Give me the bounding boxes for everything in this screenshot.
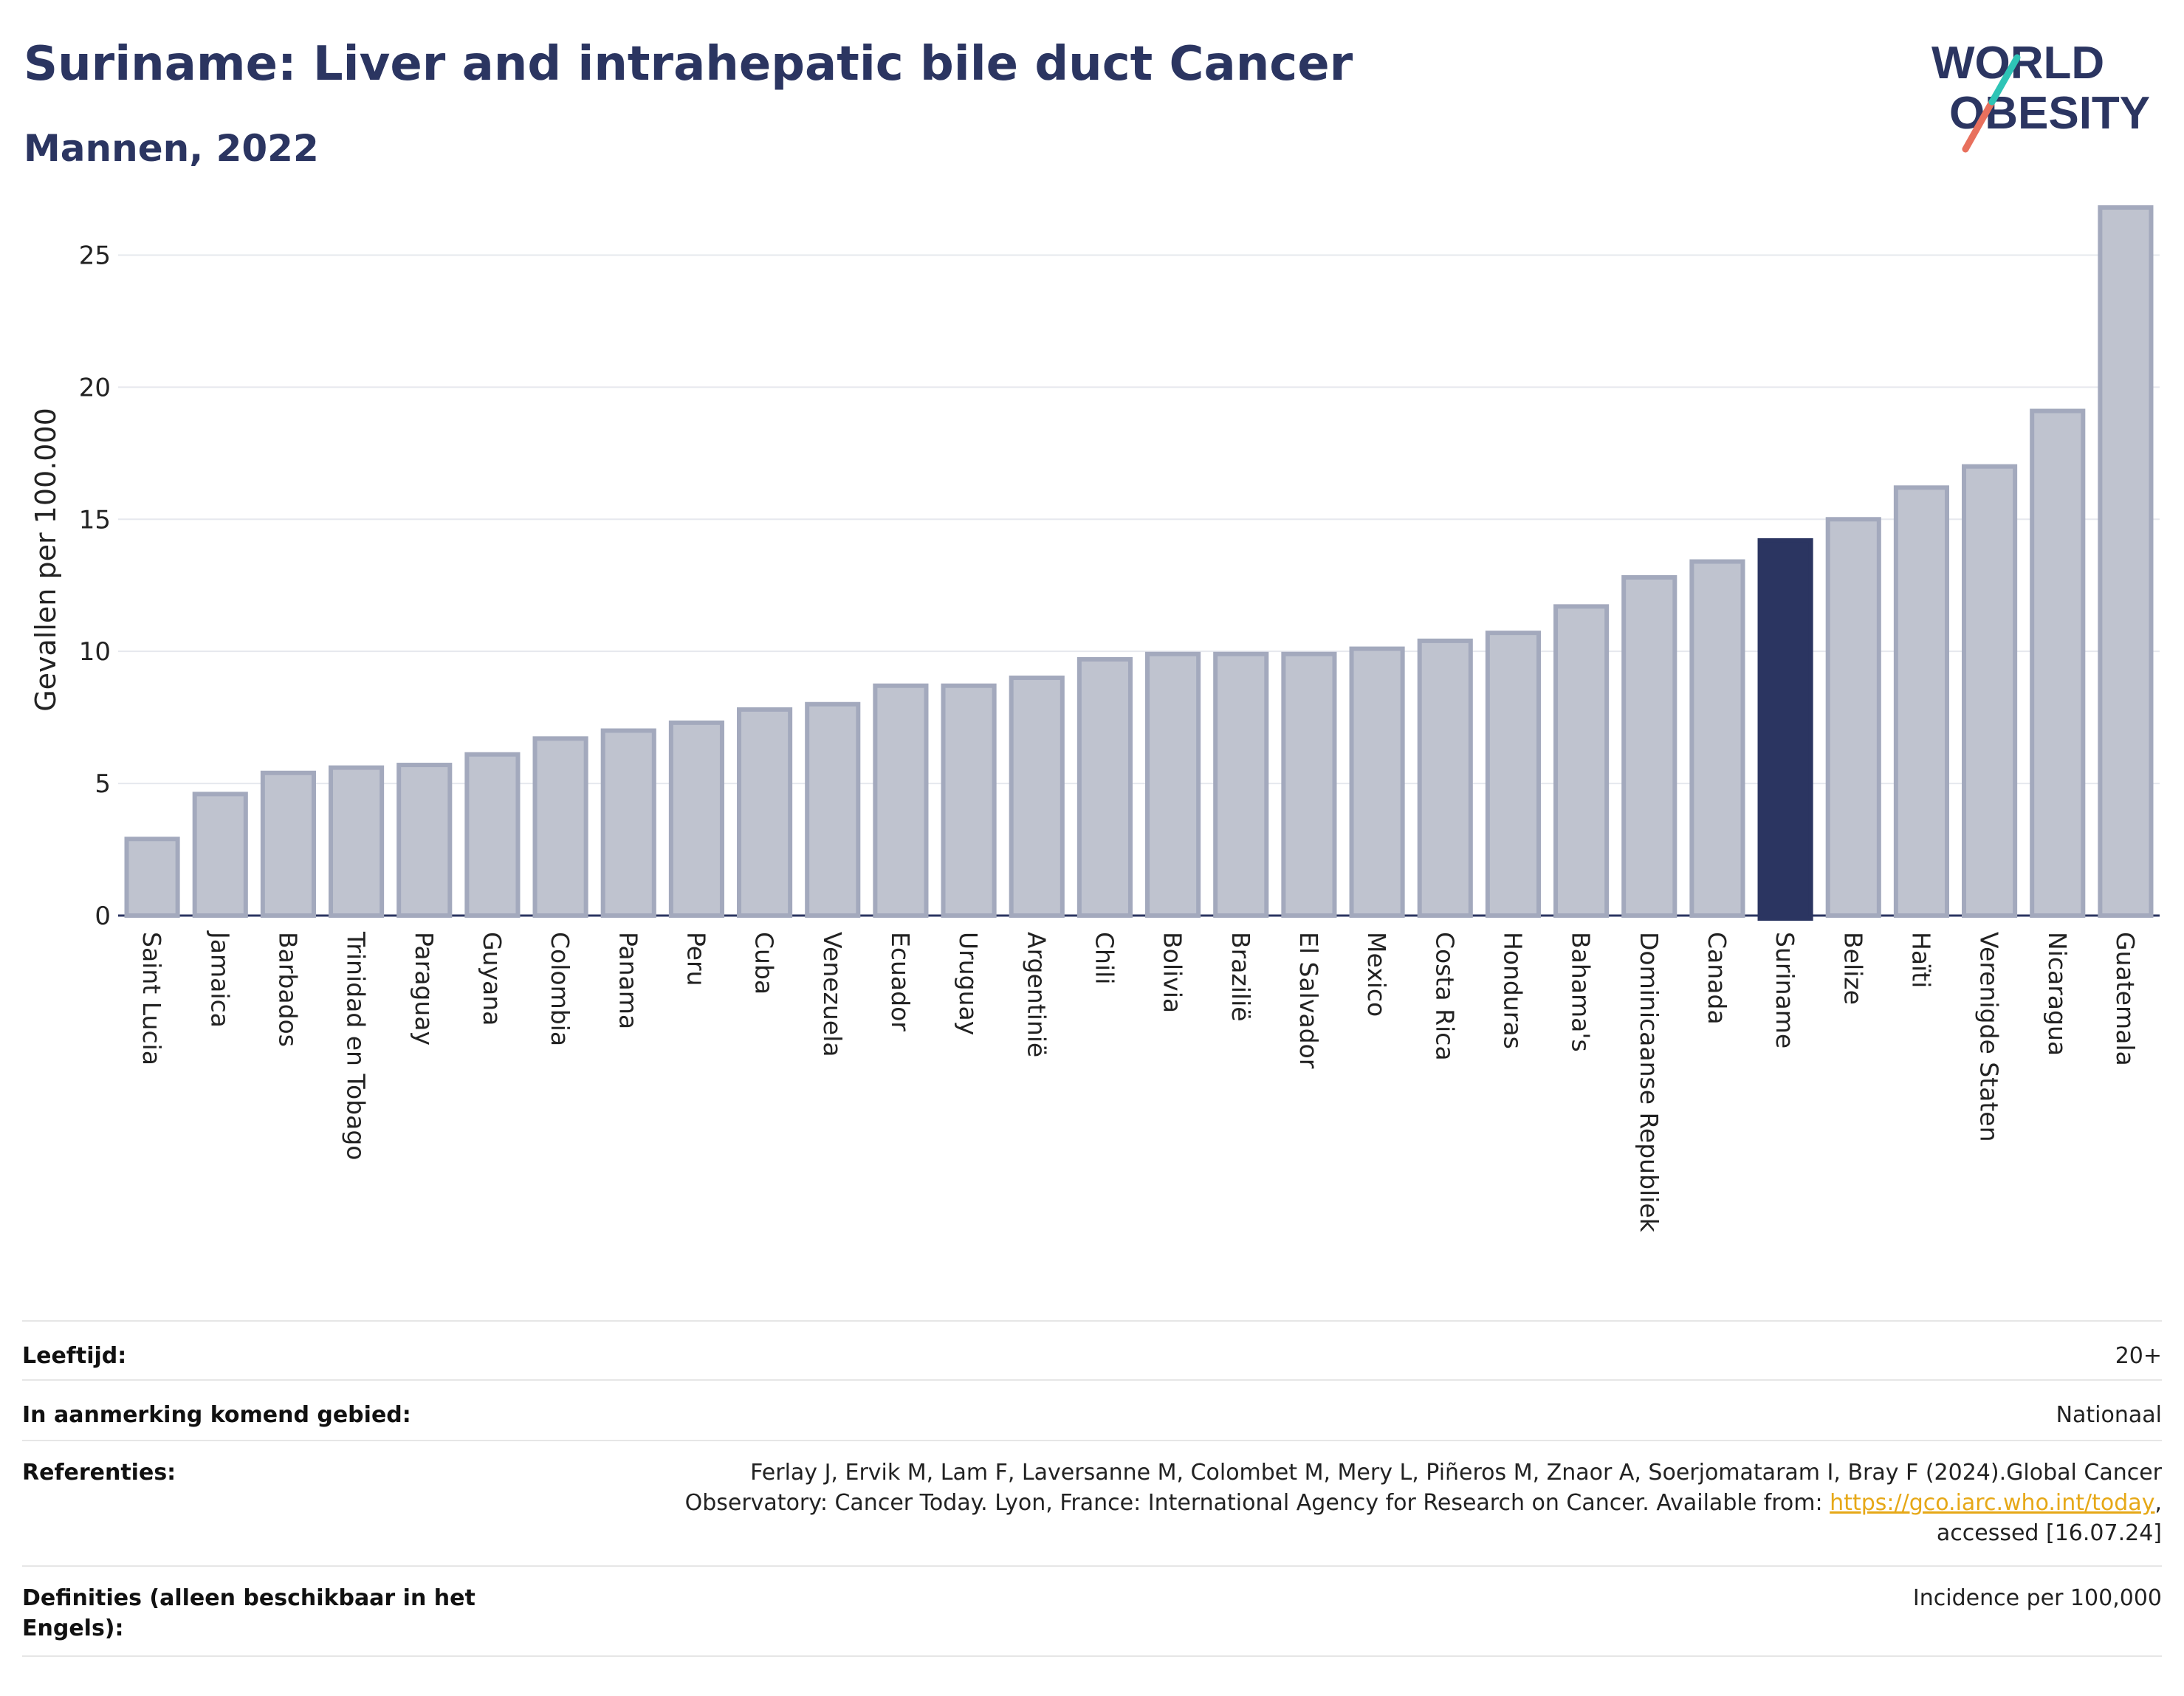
x-tick-label: Saint Lucia <box>137 932 166 1065</box>
x-tick-label: Belize <box>1838 932 1867 1005</box>
bar-suriname[interactable] <box>1757 538 1813 921</box>
x-tick-label: Bahama's <box>1567 932 1596 1052</box>
bar-venezuela[interactable] <box>805 701 861 919</box>
area-value: Nationaal <box>2056 1402 2162 1428</box>
bar-belize[interactable] <box>1825 517 1881 918</box>
x-tick-label: Trinidad en Tobago <box>342 931 371 1161</box>
bar-chart: 0 5 10 15 20 25 Saint Lucia Jamaica Barbados Tri… <box>30 205 2160 1233</box>
x-tick-label: Chili <box>1090 932 1119 984</box>
bar-canada[interactable] <box>1689 559 1745 918</box>
x-tick-label: Costa Rica <box>1430 932 1459 1061</box>
x-tick-label: Suriname <box>1771 932 1799 1048</box>
bar-jamaica[interactable] <box>192 792 248 919</box>
x-tick-label: Guatemala <box>2111 932 2140 1066</box>
area-label: In aanmerking komend gebied: <box>22 1402 411 1428</box>
bar-honduras[interactable] <box>1485 631 1541 918</box>
bar-cuba[interactable] <box>737 707 793 918</box>
y-tick-label: 5 <box>95 769 111 799</box>
logo-line1: WORLD <box>1931 38 2104 89</box>
bar-el-salvador[interactable] <box>1281 651 1337 918</box>
x-tick-label: Haïti <box>1906 932 1935 988</box>
y-tick-label: 20 <box>79 373 111 402</box>
x-tick-label: Honduras <box>1498 932 1527 1049</box>
x-tick-label: El Salvador <box>1294 932 1323 1069</box>
bar-ha-ti[interactable] <box>1893 485 1949 918</box>
references-text: Ferlay J, Ervik M, Lam F, Laversanne M, … <box>684 1460 2162 1516</box>
x-tick-label: Ecuador <box>886 932 915 1031</box>
meta-row-age: Leeftijd: 20+ <box>22 1320 2162 1379</box>
bar-panama[interactable] <box>600 728 656 919</box>
reference-link[interactable]: https://gco.iarc.who.int/today <box>1830 1490 2155 1516</box>
y-tick-label: 25 <box>79 241 111 270</box>
x-tick-label: Argentinië <box>1022 932 1051 1057</box>
bar-argentini-[interactable] <box>1009 675 1065 918</box>
definitions-value: Incidence per 100,000 <box>1912 1585 2162 1611</box>
bar-colombia[interactable] <box>532 736 588 919</box>
y-tick-label: 0 <box>95 902 111 931</box>
x-tick-label: Colombia <box>546 932 574 1046</box>
x-tick-label: Venezuela <box>818 932 847 1057</box>
x-tick-label: Cuba <box>750 932 779 995</box>
bar-paraguay[interactable] <box>396 763 453 918</box>
x-tick-label: Uruguay <box>954 932 983 1035</box>
x-tick-label: Jamaica <box>205 930 234 1028</box>
x-tick-label: Brazilië <box>1226 932 1255 1022</box>
x-tick-label: Canada <box>1703 932 1731 1025</box>
meta-row-definitions: Definities (alleen beschikbaar in het En… <box>22 1565 2162 1657</box>
meta-row-references: Referenties: Ferlay J, Ervik M, Lam F, L… <box>22 1440 2162 1565</box>
bar-brazili-[interactable] <box>1213 651 1269 918</box>
bar-peru[interactable] <box>668 720 724 918</box>
bar-trinidad-en-tobago[interactable] <box>329 765 385 919</box>
x-tick-label: Mexico <box>1362 932 1391 1017</box>
x-tick-label: Panama <box>614 932 642 1029</box>
x-tick-label: Guyana <box>478 932 506 1026</box>
x-tick-label: Barbados <box>273 932 302 1047</box>
bar-nicaragua[interactable] <box>2030 408 2086 918</box>
bar-mexico[interactable] <box>1349 646 1405 918</box>
y-tick-label: 10 <box>79 637 111 667</box>
bar-guyana[interactable] <box>464 752 521 918</box>
age-value: 20+ <box>2115 1343 2162 1369</box>
bar-uruguay[interactable] <box>941 683 997 918</box>
x-tick-label: Verenigde Staten <box>1975 932 2004 1142</box>
bar-bolivia[interactable] <box>1145 651 1201 918</box>
x-tick-label: Dominicaanse Republiek <box>1635 932 1663 1233</box>
bar-verenigde-staten[interactable] <box>1962 464 2018 918</box>
references-label: Referenties: <box>22 1460 176 1486</box>
bar-costa-rica[interactable] <box>1417 638 1473 918</box>
x-tick-label: Bolivia <box>1158 932 1187 1013</box>
meta-row-area: In aanmerking komend gebied: Nationaal <box>22 1379 2162 1440</box>
x-tick-label: Paraguay <box>410 932 439 1046</box>
bar-guatemala[interactable] <box>2098 205 2154 918</box>
definitions-label: Definities (alleen beschikbaar in het En… <box>22 1585 475 1641</box>
references-accessed: , accessed [16.07.24] <box>1936 1490 2162 1546</box>
bar-ecuador[interactable] <box>873 683 929 918</box>
age-label: Leeftijd: <box>22 1343 127 1369</box>
world-obesity-logo: WORLD OBESITY <box>1931 38 2150 153</box>
bar-saint-lucia[interactable] <box>124 837 180 919</box>
x-tick-label: Peru <box>681 932 710 986</box>
bar-chili[interactable] <box>1076 656 1133 919</box>
page-title: Suriname: Liver and intrahepatic bile du… <box>24 37 1353 92</box>
references-value: Ferlay J, Ervik M, Lam F, Laversanne M, … <box>611 1458 2162 1565</box>
bar-dominicaanse-republiek[interactable] <box>1621 574 1678 918</box>
bar-barbados[interactable] <box>260 770 316 919</box>
bar-bahama-s[interactable] <box>1553 604 1610 918</box>
x-tick-label: Nicaragua <box>2043 932 2072 1056</box>
metadata-table: Leeftijd: 20+ In aanmerking komend gebie… <box>22 1320 2162 1657</box>
y-tick-label: 15 <box>79 505 111 535</box>
page-subtitle: Mannen, 2022 <box>24 127 319 170</box>
y-axis-label: Gevallen per 100.000 <box>30 408 62 712</box>
